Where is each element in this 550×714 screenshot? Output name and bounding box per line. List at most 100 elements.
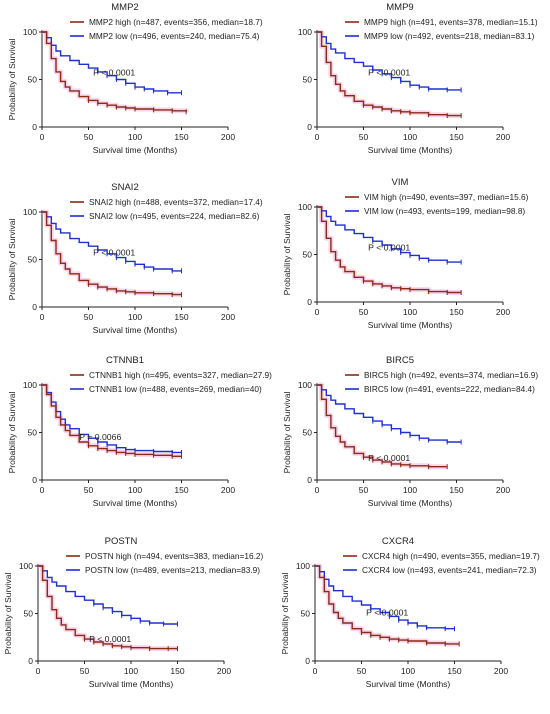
- y-tick-label: 0: [305, 656, 310, 666]
- chart-title: POSTN: [105, 536, 138, 547]
- x-tick-label: 100: [128, 312, 142, 322]
- x-axis-label: Survival time (Months): [368, 145, 453, 155]
- x-axis-label: Survival time (Months): [93, 145, 178, 155]
- x-tick-label: 150: [449, 485, 463, 495]
- x-tick-label: 0: [315, 307, 320, 317]
- y-tick-label: 50: [303, 75, 313, 85]
- x-tick-label: 200: [496, 485, 510, 495]
- legend-label: CXCR4 low (n=493, events=241, median=72.…: [362, 565, 537, 575]
- p-value-annotation: P < 0.0001: [366, 607, 408, 617]
- chart-title: CXCR4: [382, 536, 414, 547]
- x-tick-label: 100: [403, 485, 417, 495]
- series-line: [317, 384, 448, 468]
- confidence-band: [42, 382, 182, 459]
- p-value-annotation: P < 0.0001: [368, 68, 410, 78]
- legend-label: SNAI2 high (n=488, events=372, median=17…: [89, 197, 263, 207]
- x-tick-label: 0: [313, 666, 318, 676]
- y-tick-label: 100: [296, 561, 310, 571]
- legend-label: POSTN high (n=494, events=383, median=16…: [85, 551, 264, 561]
- series-line: [42, 384, 182, 454]
- y-tick-label: 50: [303, 250, 313, 260]
- x-tick-label: 150: [447, 666, 461, 676]
- confidence-band: [315, 563, 460, 647]
- y-tick-label: 0: [307, 475, 312, 485]
- y-tick-label: 100: [23, 207, 37, 217]
- y-tick-label: 0: [307, 122, 312, 132]
- x-tick-label: 200: [494, 666, 508, 676]
- x-axis-label: Survival time (Months): [368, 320, 453, 330]
- legend-label: SNAI2 low (n=495, events=224, median=82.…: [89, 211, 260, 221]
- chart-panel: MMP9 0 50 100 0 50 100 150 200 Survival time (Mon…: [298, 2, 538, 155]
- x-tick-label: 200: [221, 132, 235, 142]
- y-axis-label: Probability of Survival: [7, 39, 17, 121]
- legend-label: MMP9 low (n=492, events=218, median=83.1…: [364, 31, 535, 41]
- p-value-annotation: P < 0.0001: [89, 634, 131, 644]
- y-tick-label: 0: [28, 656, 33, 666]
- x-axis-label: Survival time (Months): [93, 325, 178, 335]
- y-axis-label: Probability of Survival: [3, 573, 13, 655]
- chart-panel: VIM 0 50 100 0 50 100 150 200 Survival time (Mont…: [282, 177, 529, 330]
- x-tick-label: 0: [40, 312, 45, 322]
- x-tick-label: 0: [315, 132, 320, 142]
- y-tick-label: 100: [19, 561, 33, 571]
- p-value-annotation: P < 0.0001: [368, 453, 410, 463]
- chart-title: MMP2: [111, 2, 138, 13]
- series-line: [315, 565, 455, 630]
- x-tick-label: 100: [401, 666, 415, 676]
- x-axis-label: Survival time (Months): [368, 498, 453, 508]
- x-tick-label: 100: [128, 132, 142, 142]
- x-tick-label: 150: [174, 312, 188, 322]
- chart-title: MMP9: [386, 2, 413, 13]
- chart-title: VIM: [392, 177, 409, 188]
- x-tick-label: 100: [124, 666, 138, 676]
- chart-panel: CTNNB1 0 50 100 0 50 100 150 200 Survival time (M…: [7, 355, 272, 508]
- x-tick-label: 50: [359, 485, 369, 495]
- chart-title: SNAI2: [111, 182, 138, 193]
- x-tick-label: 50: [84, 312, 94, 322]
- x-tick-label: 200: [496, 307, 510, 317]
- x-tick-label: 50: [80, 666, 90, 676]
- y-tick-label: 50: [303, 428, 313, 438]
- chart-panel: POSTN 0 50 100 0 50 100 150 200 Survival time (Mo…: [3, 536, 264, 689]
- y-tick-label: 100: [298, 202, 312, 212]
- x-tick-label: 200: [496, 132, 510, 142]
- x-tick-label: 100: [403, 307, 417, 317]
- y-axis-label: Probability of Survival: [280, 573, 290, 655]
- x-tick-label: 0: [315, 485, 320, 495]
- y-axis-label: Probability of Survival: [7, 392, 17, 474]
- legend-label: VIM low (n=493, events=199, median=98.8): [364, 206, 525, 216]
- y-tick-label: 100: [298, 27, 312, 37]
- x-tick-label: 150: [170, 666, 184, 676]
- legend-label: BIRC5 high (n=492, events=374, median=16…: [364, 370, 538, 380]
- y-tick-label: 50: [28, 255, 38, 265]
- y-tick-label: 0: [32, 475, 37, 485]
- x-axis-label: Survival time (Months): [93, 498, 178, 508]
- x-tick-label: 200: [221, 485, 235, 495]
- x-tick-label: 50: [357, 666, 367, 676]
- y-tick-label: 100: [23, 27, 37, 37]
- legend-label: MMP2 high (n=487, events=356, median=18.…: [89, 17, 263, 27]
- chart-panel: MMP2 0 50 100 0 50 100 150 200 Survival time (Mon…: [7, 2, 263, 155]
- x-tick-label: 0: [36, 666, 41, 676]
- p-value-annotation: P < 0.0001: [368, 243, 410, 253]
- x-tick-label: 150: [174, 485, 188, 495]
- y-axis-label: Probability of Survival: [7, 219, 17, 301]
- legend-label: CTNNB1 high (n=495, events=327, median=2…: [89, 370, 272, 380]
- y-tick-label: 100: [298, 380, 312, 390]
- chart-title: BIRC5: [386, 355, 414, 366]
- p-value-annotation: P = 0.0066: [79, 432, 121, 442]
- x-tick-label: 200: [217, 666, 231, 676]
- x-tick-label: 150: [449, 132, 463, 142]
- legend-label: CXCR4 high (n=490, events=355, median=19…: [362, 551, 540, 561]
- legend-label: POSTN low (n=489, events=213, median=83.…: [85, 565, 260, 575]
- y-tick-label: 50: [28, 75, 38, 85]
- chart-panel: CXCR4 0 50 100 0 50 100 150 200 Survival time (Mo…: [280, 536, 540, 689]
- chart-panel: SNAI2 0 50 100 0 50 100 150 200 Survival time (Mo…: [7, 182, 263, 335]
- x-tick-label: 200: [221, 312, 235, 322]
- y-tick-label: 0: [32, 302, 37, 312]
- y-tick-label: 100: [23, 380, 37, 390]
- x-axis-label: Survival time (Months): [366, 679, 451, 689]
- legend-label: VIM high (n=490, events=397, median=15.6…: [364, 192, 529, 202]
- x-tick-label: 50: [359, 307, 369, 317]
